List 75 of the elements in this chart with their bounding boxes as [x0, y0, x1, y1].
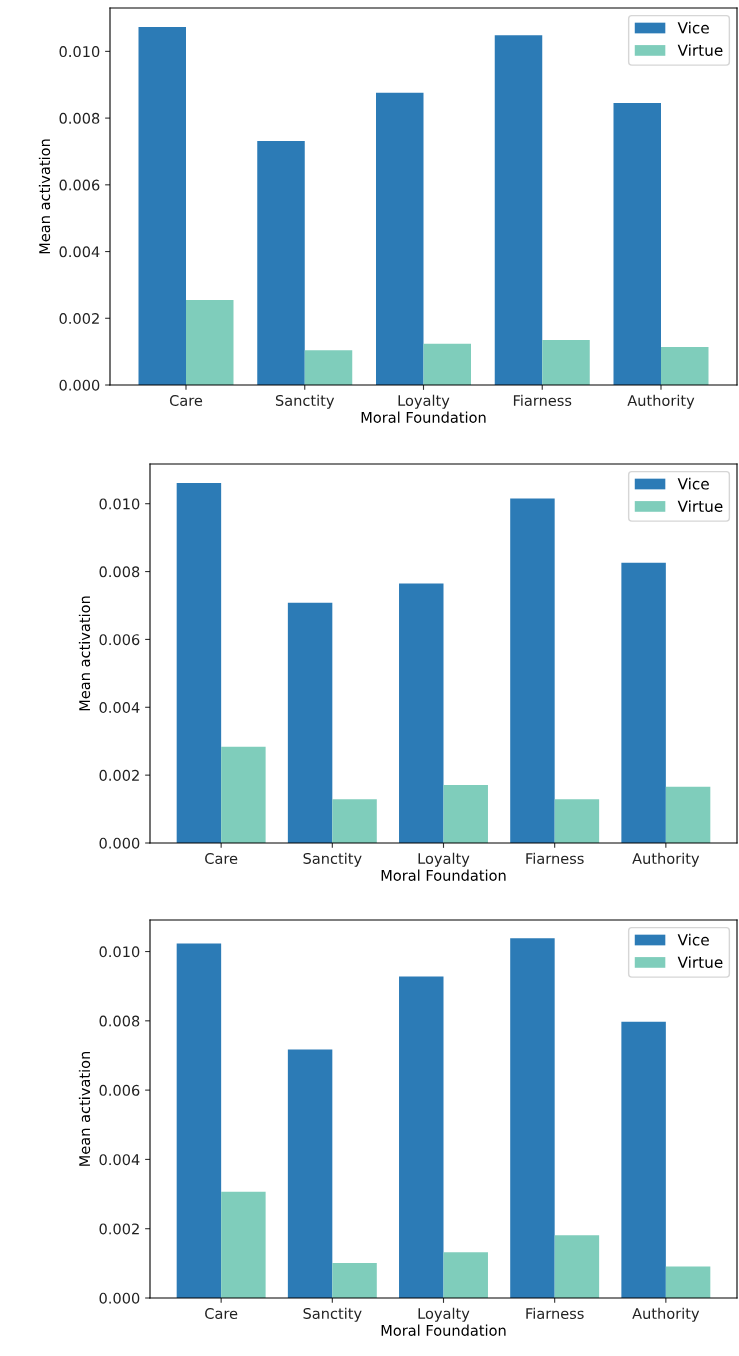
bar [399, 976, 444, 1298]
y-tick-label: 0.002 [99, 1223, 139, 1235]
legend-label: Virtue [677, 44, 723, 56]
bar [621, 562, 666, 843]
legend-label: Vice [677, 21, 709, 34]
bar [376, 92, 424, 385]
y-tick-label: 0.000 [99, 837, 140, 849]
bar [176, 483, 222, 843]
legend-label: Vice [677, 933, 709, 946]
bar [287, 602, 333, 843]
bar [661, 346, 709, 385]
y-tick-label: 0.010 [59, 46, 100, 58]
x-tick-label: Authority [632, 852, 700, 867]
legend-label: Vice [677, 477, 709, 490]
x-tick-label: Fiarness [513, 394, 572, 407]
bar [332, 1263, 377, 1298]
y-tick-label: 0.002 [59, 312, 99, 325]
bar [332, 799, 377, 843]
y-tick-label: 0.008 [99, 566, 140, 578]
legend-label: Virtue [677, 956, 723, 968]
bar [510, 498, 555, 843]
bar [510, 938, 555, 1298]
x-tick-label: Loyalty [418, 1307, 470, 1322]
bar [304, 350, 353, 385]
y-tick-label: 0.004 [59, 246, 100, 258]
bar [176, 943, 222, 1298]
bar [613, 103, 661, 385]
x-tick-label: Care [205, 1307, 238, 1320]
bar [399, 583, 444, 843]
bar [423, 343, 471, 385]
y-axis-title: Mean activation [38, 139, 51, 254]
bar [665, 786, 711, 843]
y-axis-title: Mean activation [78, 596, 91, 711]
bar [665, 1266, 711, 1298]
y-tick-label: 0.004 [99, 702, 140, 714]
x-axis-title: Moral Foundation [381, 1324, 506, 1336]
x-tick-label: Authority [627, 394, 695, 409]
bar [554, 799, 600, 843]
bar [186, 299, 234, 385]
y-tick-label: 0.010 [99, 498, 140, 510]
x-tick-label: Sanctity [275, 394, 335, 409]
y-tick-label: 0.008 [99, 1015, 140, 1027]
x-axis-title: Moral Foundation [381, 869, 506, 881]
y-tick-label: 0.008 [59, 112, 100, 124]
bar [257, 141, 305, 385]
y-axis-title: Mean activation [78, 1051, 91, 1166]
bar [287, 1049, 333, 1298]
x-tick-label: Loyalty [398, 394, 450, 409]
y-tick-label: 0.006 [99, 1084, 140, 1096]
x-tick-label: Fiarness [526, 1307, 584, 1320]
bar [443, 1252, 488, 1298]
y-tick-label: 0.006 [59, 179, 100, 191]
y-tick-label: 0.000 [99, 1292, 140, 1304]
x-tick-label: Sanctity [303, 852, 362, 867]
x-tick-label: Loyalty [418, 852, 470, 867]
x-tick-label: Fiarness [526, 852, 584, 865]
bar [621, 1021, 666, 1298]
bar [494, 35, 543, 385]
bar [443, 784, 488, 843]
y-tick-label: 0.006 [99, 634, 140, 646]
x-tick-label: Care [169, 394, 203, 407]
x-tick-label: Sanctity [303, 1307, 362, 1322]
y-tick-label: 0.010 [99, 946, 140, 958]
y-tick-label: 0.002 [99, 769, 139, 781]
x-axis-title: Moral Foundation [361, 411, 486, 423]
y-tick-label: 0.000 [59, 379, 100, 391]
legend-label: Virtue [677, 500, 723, 512]
x-tick-label: Authority [632, 1307, 700, 1322]
bar [554, 1235, 600, 1298]
bar [221, 1191, 266, 1298]
y-tick-label: 0.004 [99, 1154, 140, 1166]
x-tick-label: Care [205, 852, 238, 865]
bar [221, 746, 266, 843]
bar [138, 27, 186, 385]
bar [542, 339, 590, 385]
